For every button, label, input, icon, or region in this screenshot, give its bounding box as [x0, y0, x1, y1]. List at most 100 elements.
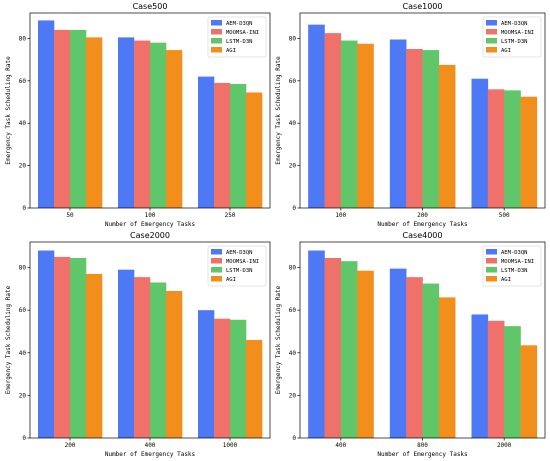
x-tick-label: 400	[335, 442, 346, 449]
bar-lstm-d3n-1000	[230, 319, 247, 438]
x-tick-label: 500	[499, 212, 510, 219]
chart-title: Case500	[133, 2, 168, 11]
legend-swatch-moomsa-ini	[211, 29, 222, 35]
bar-moomsa-ini-50	[54, 29, 71, 208]
y-tick-label: 80	[19, 265, 27, 272]
legend: AEM-D3QN MOOMSA-INI LSTM-D3N AGI	[207, 245, 267, 287]
bar-aem-d3qn-1000	[198, 310, 215, 438]
bar-aem-d3qn-200	[389, 39, 407, 208]
legend-label: LSTM-D3N	[501, 268, 528, 274]
x-tick-label: 50	[66, 212, 74, 219]
y-tick-label: 80	[289, 35, 297, 42]
bar-aem-d3qn-100	[308, 24, 325, 208]
bar-aem-d3qn-400	[118, 269, 135, 438]
y-tick-label: 0	[292, 435, 296, 442]
y-tick-label: 0	[22, 435, 26, 442]
bar-aem-d3qn-50	[38, 20, 55, 209]
legend-swatch-agi	[486, 47, 497, 53]
bar-lstm-d3n-400	[340, 261, 358, 438]
bar-agi-800	[438, 297, 456, 438]
y-tick-label: 60	[19, 78, 27, 85]
y-tick-label: 60	[19, 307, 27, 314]
y-tick-label: 40	[289, 120, 297, 127]
bar-agi-1000	[246, 340, 263, 438]
legend-label: MOOMSA-INI	[226, 30, 259, 36]
bar-aem-d3qn-200	[38, 250, 55, 438]
bar-aem-d3qn-100	[118, 37, 135, 208]
y-axis-label: Emergency Task Scheduling Rate	[275, 285, 282, 394]
bar-agi-200	[438, 64, 456, 208]
legend-box	[207, 16, 267, 58]
y-tick-label: 20	[289, 392, 297, 399]
bar-lstm-d3n-250	[230, 84, 247, 208]
legend-label: AGI	[501, 277, 511, 283]
legend-box	[482, 16, 542, 58]
y-tick-label: 20	[289, 163, 297, 170]
bar-lstm-d3n-50	[70, 29, 87, 208]
bar-aem-d3qn-500	[471, 78, 489, 209]
chart-title: Case2000	[130, 231, 170, 240]
legend-label: AEM-D3QN	[501, 250, 528, 256]
legend-swatch-lstm-d3n	[211, 38, 222, 44]
bar-moomsa-ini-200	[406, 49, 423, 208]
bar-agi-500	[520, 96, 538, 208]
y-tick-label: 80	[289, 265, 297, 272]
legend-label: MOOMSA-INI	[501, 259, 534, 265]
y-tick-label: 60	[289, 78, 297, 85]
x-tick-label: 2000	[497, 442, 512, 449]
x-tick-label: 100	[145, 212, 156, 219]
bar-moomsa-ini-400	[324, 257, 342, 438]
bar-agi-50	[86, 37, 103, 208]
bar-agi-200	[86, 273, 103, 438]
bar-agi-100	[357, 43, 374, 208]
bar-aem-d3qn-250	[198, 76, 215, 208]
legend-swatch-lstm-d3n	[486, 267, 497, 273]
bar-moomsa-ini-200	[54, 256, 71, 438]
y-tick-label: 0	[292, 205, 296, 212]
x-tick-label: 400	[145, 442, 156, 449]
y-tick-label: 20	[19, 392, 27, 399]
bar-agi-250	[246, 92, 263, 208]
legend-label: AGI	[226, 277, 236, 283]
y-axis-label: Emergency Task Scheduling Rate	[5, 285, 12, 394]
legend-swatch-aem-d3qn	[211, 20, 222, 26]
legend-swatch-agi	[211, 276, 222, 282]
x-axis-label: Number of Emergency Tasks	[105, 221, 196, 228]
legend: AEM-D3QN MOOMSA-INI LSTM-D3N AGI	[207, 16, 267, 58]
legend-label: AEM-D3QN	[501, 21, 528, 27]
y-axis-label: Emergency Task Scheduling Rate	[5, 56, 12, 165]
y-tick-label: 60	[289, 307, 297, 314]
legend-swatch-lstm-d3n	[211, 267, 222, 273]
x-axis-label: Number of Emergency Tasks	[377, 221, 468, 228]
bar-moomsa-ini-800	[406, 277, 423, 438]
y-tick-label: 40	[289, 350, 297, 357]
x-tick-label: 800	[417, 442, 428, 449]
legend: AEM-D3QN MOOMSA-INI LSTM-D3N AGI	[482, 245, 542, 287]
bar-lstm-d3n-200	[422, 50, 440, 208]
bar-moomsa-ini-500	[487, 89, 505, 208]
legend-label: AGI	[501, 48, 511, 54]
y-tick-label: 40	[19, 120, 27, 127]
chart-panel-3: Case2000 0 20 40 60 80 200 400 1000 Number of Eme…	[5, 231, 271, 458]
x-tick-label: 250	[225, 212, 236, 219]
bar-aem-d3qn-800	[389, 268, 407, 438]
bar-moomsa-ini-400	[134, 277, 151, 438]
bar-lstm-d3n-400	[150, 282, 167, 438]
bar-lstm-d3n-500	[504, 90, 521, 208]
chart-panel-4: Case4000 0 20 40 60 80 400 800 2000 Number of Eme…	[275, 231, 546, 458]
legend-swatch-moomsa-ini	[486, 29, 497, 35]
legend-swatch-agi	[211, 47, 222, 53]
bar-lstm-d3n-100	[150, 42, 167, 208]
x-tick-label: 200	[417, 212, 428, 219]
bar-agi-100	[166, 50, 183, 208]
legend-box	[207, 245, 267, 287]
legend-label: LSTM-D3N	[501, 39, 528, 45]
bar-lstm-d3n-200	[70, 257, 87, 438]
legend-swatch-aem-d3qn	[486, 249, 497, 255]
legend-swatch-moomsa-ini	[486, 258, 497, 264]
legend-swatch-moomsa-ini	[211, 258, 222, 264]
y-tick-label: 0	[22, 205, 26, 212]
bar-lstm-d3n-100	[340, 40, 358, 208]
legend: AEM-D3QN MOOMSA-INI LSTM-D3N AGI	[482, 16, 542, 58]
bar-moomsa-ini-100	[134, 40, 151, 208]
